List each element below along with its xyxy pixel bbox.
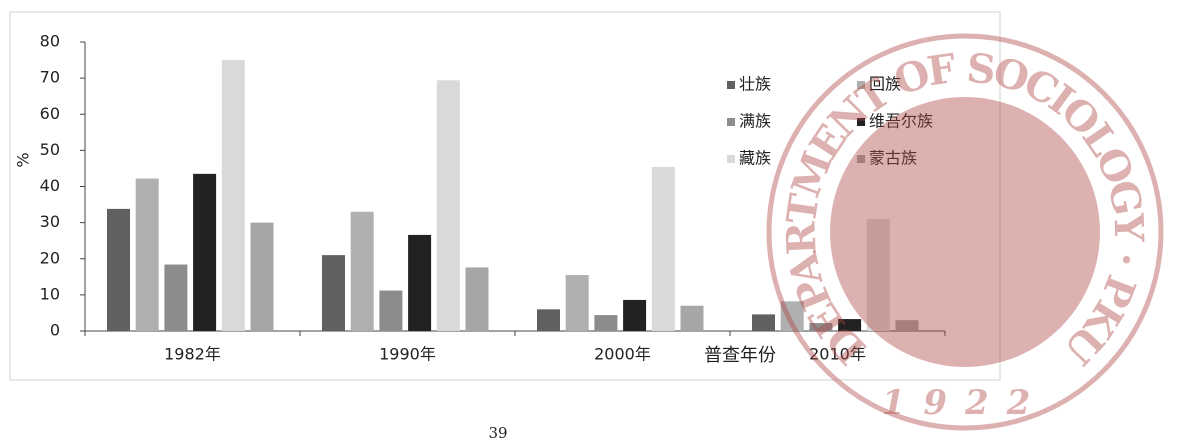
bar [193, 173, 217, 331]
page-number: 39 [488, 424, 507, 441]
bar [809, 323, 833, 331]
legend-swatch [727, 155, 735, 163]
bar [838, 319, 862, 331]
bar [107, 208, 130, 331]
bar [350, 211, 374, 331]
x-tick-label: 1982年 [164, 345, 221, 364]
bar [895, 320, 919, 331]
bar [537, 309, 560, 331]
seal-outer-ring [766, 33, 1164, 431]
seal-inner-disc [830, 97, 1100, 367]
bar [465, 267, 489, 331]
bar [250, 222, 274, 331]
y-tick-label: 20 [40, 248, 60, 267]
bar [651, 166, 675, 331]
y-tick-label: 70 [40, 68, 60, 87]
y-tick-label: 30 [40, 212, 60, 231]
legend-swatch [857, 81, 865, 89]
x-tick-label: 1990年 [379, 345, 436, 364]
legend-label: 回族 [869, 75, 901, 94]
legend-swatch [857, 118, 865, 126]
legend-label: 藏族 [739, 149, 771, 168]
y-tick-label: 10 [40, 284, 60, 303]
legend-swatch [727, 118, 735, 126]
legend-swatch [727, 81, 735, 89]
bar [780, 301, 804, 331]
y-tick-label: 40 [40, 176, 60, 195]
legend-swatch [857, 155, 865, 163]
seal-year: 1922 [882, 383, 1049, 423]
legend-label: 壮族 [739, 75, 771, 94]
x-tick-label: 2010年 [809, 345, 866, 364]
y-tick-label: 80 [40, 32, 60, 51]
bar [322, 255, 345, 331]
bar [565, 275, 589, 331]
y-tick-label: 50 [40, 140, 60, 159]
legend-label: 维吾尔族 [869, 112, 933, 131]
bar [408, 234, 432, 331]
bar [866, 219, 890, 331]
y-axis-label: % [14, 152, 33, 167]
bar [135, 178, 159, 331]
bar [752, 314, 775, 331]
bar [436, 80, 460, 331]
legend-label: 蒙古族 [869, 149, 917, 168]
x-axis-label: 普查年份 [704, 345, 776, 366]
y-tick-label: 60 [40, 104, 60, 123]
y-tick-label: 0 [50, 321, 60, 340]
bar [379, 290, 403, 331]
bar [164, 264, 188, 331]
legend-label: 满族 [739, 112, 771, 131]
bar [623, 299, 647, 331]
bar [221, 60, 245, 331]
bar [594, 315, 618, 331]
x-tick-label: 2000年 [594, 345, 651, 364]
bar [680, 305, 704, 331]
